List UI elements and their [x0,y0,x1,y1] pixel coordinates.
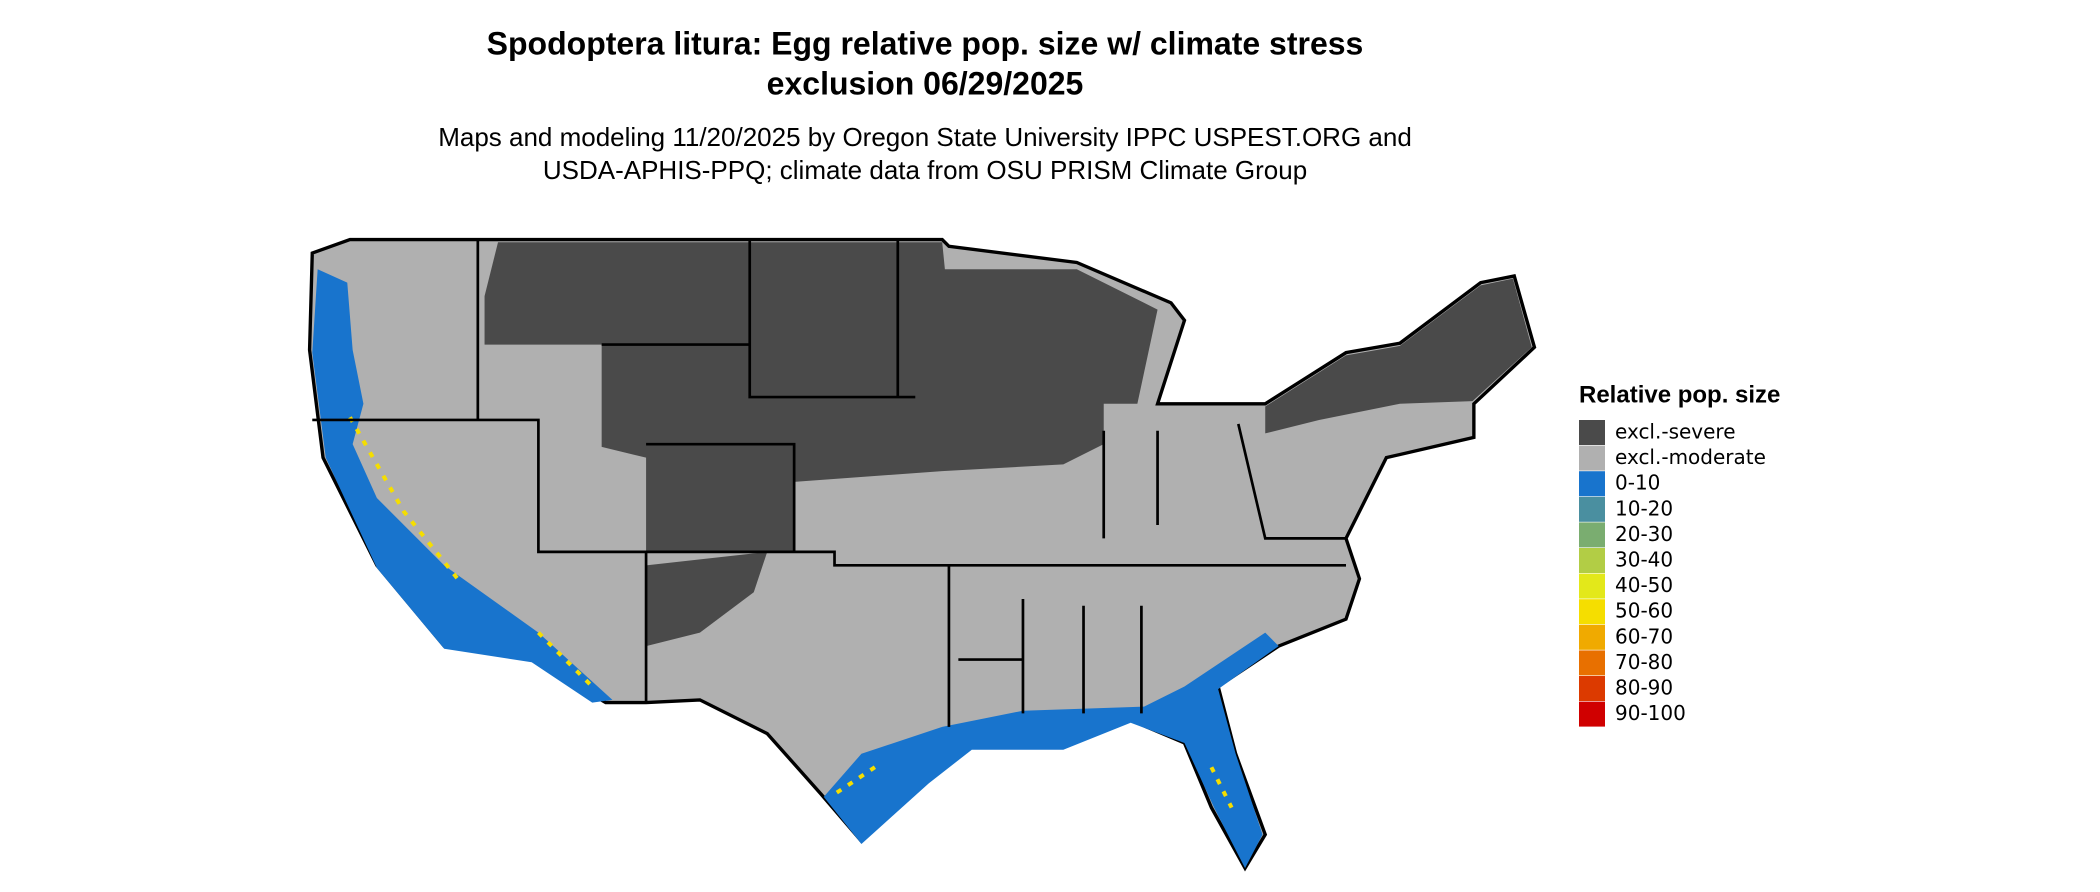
legend-swatch [1579,445,1605,471]
legend-swatch [1579,522,1605,548]
legend-swatch [1579,420,1605,445]
legend-swatch [1579,599,1605,625]
legend-swatch [1579,573,1605,599]
legend-swatch [1579,624,1605,650]
legend-label: 20-30 [1615,522,1673,546]
legend-label: 90-100 [1615,701,1686,725]
legend-label: excl.-severe [1615,420,1736,444]
legend-label: 80-90 [1615,676,1673,700]
legend-swatch [1579,650,1605,676]
suitable-region [823,632,1279,869]
legend-label: 0-10 [1615,471,1660,495]
legend-label: 70-80 [1615,650,1673,674]
state-borders [312,239,1346,727]
legend-label: 30-40 [1615,548,1673,572]
legend-swatch [1579,701,1605,727]
title: exclusion 06/29/2025 [767,65,1084,101]
legend-label: 60-70 [1615,624,1673,648]
legend-label: 40-50 [1615,573,1673,597]
high-pop-patches [348,416,1234,809]
legend-label: 50-60 [1615,599,1673,623]
legend-label: excl.-moderate [1615,445,1766,469]
legend: Relative pop. size excl.-severeexcl.-mod… [1579,381,1780,727]
legend-swatch [1579,496,1605,522]
legend-swatch [1579,471,1605,497]
legend-label: 10-20 [1615,496,1673,520]
title: Spodoptera litura: Egg relative pop. siz… [487,25,1364,61]
severe-region [1265,278,1532,434]
severe-region [646,551,768,647]
legend-title: Relative pop. size [1579,381,1780,408]
us-map [307,237,1537,872]
suitable-region [312,269,613,703]
subtitle: USDA-APHIS-PPQ; climate data from OSU PR… [543,155,1307,185]
subtitle: Maps and modeling 11/20/2025 by Oregon S… [438,122,1412,152]
legend-swatch [1579,676,1605,701]
legend-swatch [1579,548,1605,573]
